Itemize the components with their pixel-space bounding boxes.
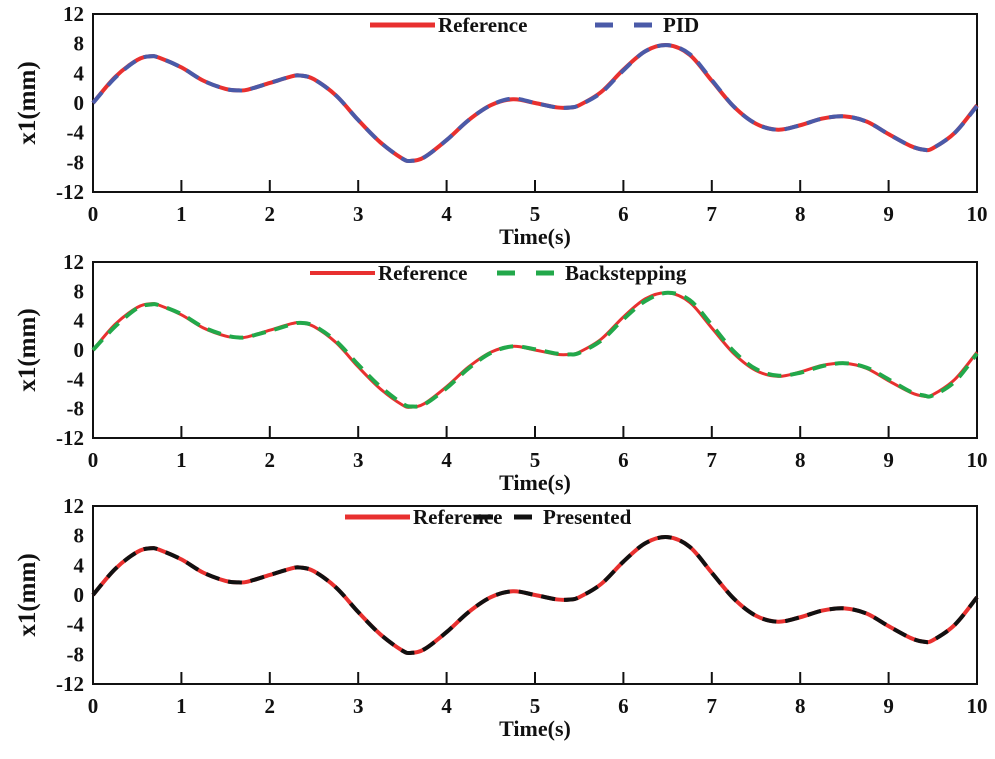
x-tick-label: 5: [530, 202, 541, 226]
y-tick-label: 0: [74, 91, 85, 115]
y-tick-label: -4: [67, 613, 85, 637]
x-tick-label: 6: [618, 448, 629, 472]
y-tick-label: 4: [74, 553, 85, 577]
x-tick-label: 3: [353, 694, 364, 718]
x-tick-label: 0: [88, 694, 99, 718]
y-tick-label: 8: [74, 32, 85, 56]
x-axis-label: Time(s): [499, 224, 571, 249]
x-tick-label: 7: [707, 694, 718, 718]
y-tick-label: 12: [63, 250, 84, 274]
x-axis-label: Time(s): [499, 716, 571, 741]
y-tick-label: 4: [74, 309, 85, 333]
legend-label: PID: [663, 13, 699, 37]
x-tick-label: 0: [88, 202, 99, 226]
y-tick-label: 0: [74, 583, 85, 607]
legend-label: Presented: [543, 505, 632, 529]
x-tick-label: 9: [883, 694, 894, 718]
x-tick-label: 0: [88, 448, 99, 472]
series-line-pid: [91, 43, 979, 164]
y-tick-label: -8: [67, 397, 85, 421]
subplot-3: 0 1 2 3 4 5 6 7 8 9 1012840-4-8-12Time(s)x1(mm)Ref…: [14, 494, 988, 741]
x-axis-label: Time(s): [499, 470, 571, 495]
x-tick-label: 10: [967, 202, 988, 226]
x-tick-label: 2: [265, 202, 276, 226]
y-axis-label: x1(mm): [14, 61, 41, 144]
x-tick-label: 8: [795, 448, 806, 472]
y-tick-label: -12: [56, 180, 84, 204]
x-tick-label: 1: [176, 694, 187, 718]
subplot-1: 0 1 2 3 4 5 6 7 8 9 1012840-4-8-12Time(s)x1(mm)Ref…: [14, 2, 988, 249]
y-axis-label: x1(mm): [14, 553, 41, 636]
x-tick-label: 8: [795, 694, 806, 718]
x-tick-label: 2: [265, 448, 276, 472]
x-tick-label: 10: [967, 694, 988, 718]
y-tick-label: 0: [74, 338, 85, 362]
x-tick-label: 5: [530, 694, 541, 718]
x-tick-label: 9: [883, 448, 894, 472]
x-tick-label: 6: [618, 694, 629, 718]
y-tick-label: 4: [74, 61, 85, 85]
subplot-2: 0 1 2 3 4 5 6 7 8 9 1012840-4-8-12Time(s)x1(mm)Ref…: [14, 250, 988, 495]
x-tick-label: 8: [795, 202, 806, 226]
y-tick-label: 8: [74, 279, 85, 303]
x-tick-label: 1: [176, 448, 187, 472]
y-tick-label: -8: [67, 150, 85, 174]
x-tick-label: 5: [530, 448, 541, 472]
x-tick-label: 4: [441, 202, 452, 226]
series-line-presented: [91, 535, 979, 656]
x-tick-label: 3: [353, 448, 364, 472]
y-tick-label: -12: [56, 672, 84, 696]
y-tick-label: -12: [56, 426, 84, 450]
x-tick-label: 6: [618, 202, 629, 226]
x-tick-label: 7: [707, 202, 718, 226]
x-tick-label: 7: [707, 448, 718, 472]
y-tick-label: 8: [74, 524, 85, 548]
x-tick-label: 2: [265, 694, 276, 718]
legend-label: Reference: [378, 261, 467, 285]
series-line-backstepping: [91, 290, 979, 409]
x-tick-label: 4: [441, 448, 452, 472]
x-tick-label: 4: [441, 694, 452, 718]
series-line-reference: [91, 535, 979, 656]
x-tick-label: 10: [967, 448, 988, 472]
x-tick-label: 1: [176, 202, 187, 226]
series-line-reference: [91, 43, 979, 164]
y-tick-label: 12: [63, 2, 84, 26]
legend-label: Reference: [438, 13, 527, 37]
y-tick-label: -8: [67, 642, 85, 666]
y-axis-label: x1(mm): [14, 308, 41, 391]
legend-label: Backstepping: [565, 261, 687, 285]
y-tick-label: -4: [67, 121, 85, 145]
x-tick-label: 3: [353, 202, 364, 226]
y-tick-label: -4: [67, 367, 85, 391]
x-tick-label: 9: [883, 202, 894, 226]
y-tick-label: 12: [63, 494, 84, 518]
